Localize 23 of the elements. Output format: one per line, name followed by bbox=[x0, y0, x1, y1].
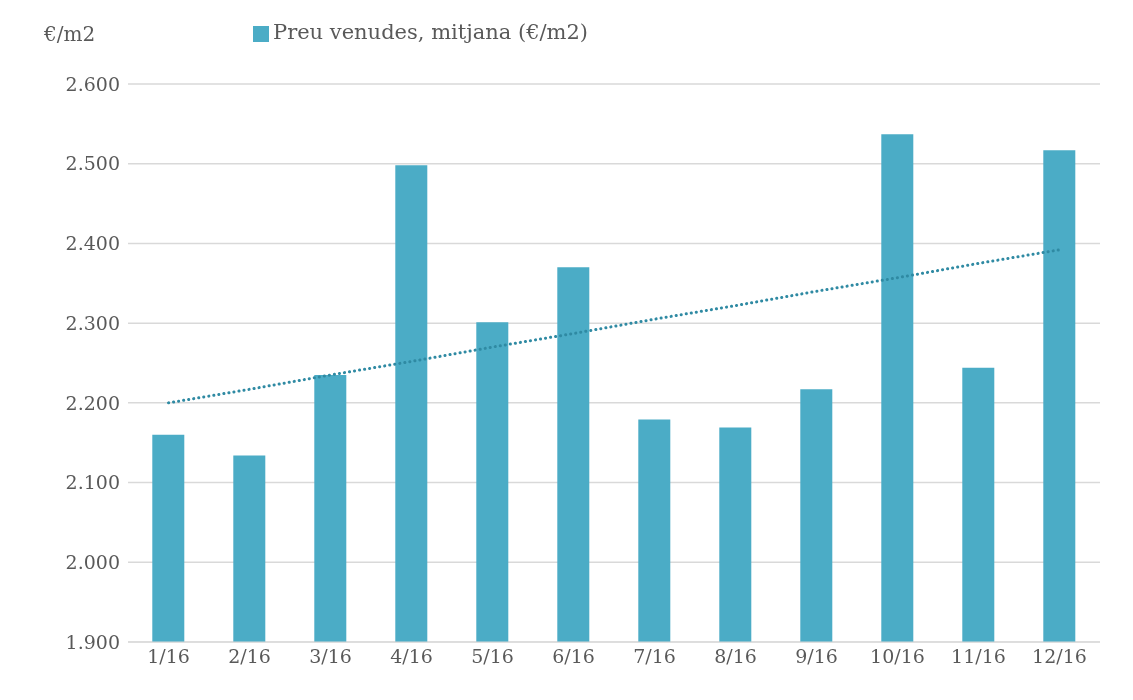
x-tick-label: 10/16 bbox=[870, 645, 925, 668]
y-axis-title: €/m2 bbox=[44, 22, 96, 46]
y-tick-label: 2.400 bbox=[65, 232, 120, 255]
x-tick-label: 2/16 bbox=[228, 645, 271, 668]
y-tick-label: 2.500 bbox=[65, 152, 120, 175]
x-tick-label: 9/16 bbox=[795, 645, 838, 668]
x-tick-label: 7/16 bbox=[633, 645, 676, 668]
y-tick-label: 2.300 bbox=[65, 311, 120, 334]
x-tick-label: 8/16 bbox=[714, 645, 757, 668]
y-tick-label: 2.600 bbox=[65, 72, 120, 95]
x-tick-label: 3/16 bbox=[309, 645, 352, 668]
legend-label: Preu venudes, mitjana (€/m2) bbox=[273, 20, 589, 44]
y-tick-label: 2.000 bbox=[65, 551, 120, 574]
y-tick-label: 2.100 bbox=[65, 471, 120, 494]
y-tick-label: 2.200 bbox=[65, 391, 120, 414]
line-series bbox=[167, 248, 1061, 405]
x-tick-label: 5/16 bbox=[471, 645, 514, 668]
x-tick-label: 4/16 bbox=[390, 645, 433, 668]
x-tick-label: 12/16 bbox=[1032, 645, 1087, 668]
x-tick-label: 6/16 bbox=[552, 645, 595, 668]
y-tick-label: 1.900 bbox=[65, 630, 120, 653]
x-tick-label: 1/16 bbox=[147, 645, 190, 668]
x-tick-label: 11/16 bbox=[951, 645, 1006, 668]
